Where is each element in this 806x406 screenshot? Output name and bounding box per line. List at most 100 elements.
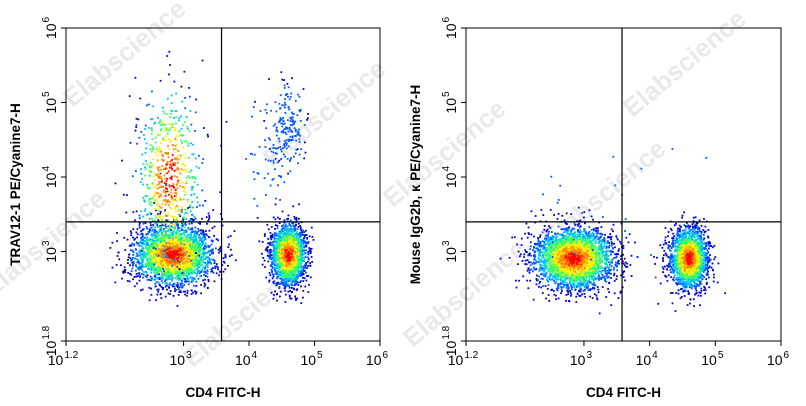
event-dot [195,260,198,263]
event-dot [161,262,164,264]
event-dot [144,151,147,154]
event-dot [278,244,281,247]
event-dot [154,214,157,217]
event-dot [170,254,173,257]
event-dot [279,235,281,238]
event-dot [179,274,182,276]
event-dot [116,255,119,257]
event-dot [199,229,202,232]
event-dot [285,242,287,245]
event-dot [192,248,195,251]
event-dot [285,267,288,270]
event-dot [276,246,279,249]
event-dot [130,259,132,262]
event-dot [151,255,154,258]
event-dot [175,231,178,233]
event-dot [161,242,164,245]
event-dot [159,266,161,269]
event-dot [185,271,188,274]
event-dot [153,231,156,233]
event-dot [147,239,150,241]
event-dot [161,257,164,260]
event-dot [206,270,209,272]
event-dot [204,200,207,202]
event-dot [177,158,180,161]
event-dot [293,274,295,277]
event-dot [163,240,166,242]
event-dot [208,216,211,219]
event-dot [189,257,191,260]
event-dot [164,223,167,226]
event-dot [291,272,293,275]
event-dot [190,271,193,274]
event-dot [150,287,152,290]
event-dot [176,260,179,262]
event-dot [272,236,275,239]
event-dot [302,290,305,292]
event-dot [194,177,197,180]
population-1-dots [258,203,315,304]
event-dot [299,281,302,284]
event-dot [141,256,144,258]
event-dot [161,271,164,274]
event-dot [297,237,300,240]
event-dot [172,230,175,232]
event-dot [165,225,168,228]
event-dot [299,241,301,243]
event-dot [202,266,205,269]
event-dot [125,211,128,214]
event-dot [296,261,299,264]
event-dot [293,259,296,262]
event-dot [146,240,149,242]
event-dot [308,235,311,238]
event-dot [210,268,213,271]
event-dot [303,240,306,242]
event-dot [150,234,153,237]
event-dot [287,243,289,246]
event-dot [144,252,147,255]
event-dot [165,219,168,222]
event-dot [180,127,183,130]
event-dot [182,251,185,254]
event-dot [292,258,294,261]
event-dot [211,227,214,229]
event-dot [289,290,291,292]
event-dot [191,280,194,282]
event-dot [287,224,290,227]
event-dot [168,138,171,141]
event-dot [287,256,289,259]
event-dot [192,241,195,244]
event-dot [157,253,159,256]
event-dot [141,273,143,275]
event-dot [296,259,299,262]
event-dot [194,253,197,256]
event-dot [159,247,162,249]
event-dot [157,243,160,245]
event-dot [116,232,118,234]
event-dot [307,241,310,244]
event-dot [177,244,179,246]
event-dot [179,240,182,243]
event-dot [155,216,158,219]
event-dot [204,265,207,268]
event-dot [303,252,306,255]
event-dot [179,215,181,217]
event-dot [165,244,168,247]
event-dot [182,245,184,247]
event-dot [175,233,177,236]
event-dot [151,247,154,250]
event-dot [139,265,142,268]
event-dot [183,259,186,262]
event-dot [280,261,283,264]
event-dot [286,252,288,255]
event-dot [144,200,146,203]
event-dot [176,235,179,237]
event-dot [297,266,300,269]
event-dot [185,229,187,232]
event-dot [291,253,294,256]
event-dot [295,274,298,276]
event-dot [180,279,183,282]
event-dot [156,237,159,240]
event-dot [177,209,180,212]
